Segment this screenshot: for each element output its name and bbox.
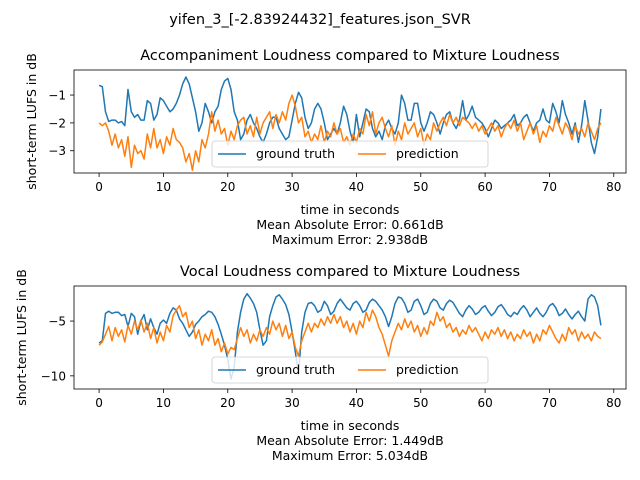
accompaniment-x-tick-label: 60: [477, 180, 492, 194]
vocal-chart-title: Vocal Loudness compared to Mixture Loudn…: [180, 264, 520, 280]
vocal-chart: Vocal Loudness compared to Mixture Loudn…: [14, 264, 627, 463]
vocal-x-tick-label: 20: [220, 396, 235, 410]
vocal-x-ticks: 0 10 20 30 40 50 60 70 80: [95, 389, 621, 410]
accompaniment-x-tick-label: 20: [220, 180, 235, 194]
vocal-x-tick-label: 70: [542, 396, 557, 410]
vocal-x-tick-label: 80: [606, 396, 621, 410]
vocal-plot-lines: [98, 292, 602, 380]
accompaniment-mae-text: Mean Absolute Error: 0.661dB: [256, 217, 443, 232]
accompaniment-chart-title: Accompaniment Loudness compared to Mixtu…: [140, 48, 559, 64]
accompaniment-max-error-text: Maximum Error: 2.938dB: [272, 232, 428, 247]
vocal-max-error-text: Maximum Error: 5.034dB: [272, 448, 428, 463]
accompaniment-legend-prediction-label: prediction: [396, 146, 459, 161]
vocal-axes-frame: [73, 285, 627, 390]
vocal-x-tick-label: 10: [156, 396, 171, 410]
vocal-mae-text: Mean Absolute Error: 1.449dB: [256, 433, 443, 448]
vocal-y-tick-label: −5: [48, 315, 66, 329]
accompaniment-y-ticks: −3 −2 −1: [48, 89, 74, 158]
accompaniment-x-tick-label: 0: [95, 180, 103, 194]
vocal-y-ticks: −10 −5: [41, 315, 74, 383]
vocal-x-tick-label: 40: [349, 396, 364, 410]
accompaniment-x-tick-label: 80: [606, 180, 621, 194]
accompaniment-y-tick-label: −3: [48, 144, 66, 158]
accompaniment-axes-frame: [73, 69, 627, 174]
accompaniment-x-tick-label: 10: [156, 180, 171, 194]
accompaniment-y-label: short-term LUFS in dB: [24, 53, 39, 190]
accompaniment-legend-ground-truth-label: ground truth: [256, 146, 335, 161]
accompaniment-chart: Accompaniment Loudness compared to Mixtu…: [24, 48, 627, 247]
accompaniment-y-tick-label: −1: [48, 89, 66, 103]
accompaniment-x-tick-label: 70: [542, 180, 557, 194]
vocal-series-prediction-line: [98, 304, 602, 357]
vocal-legend-prediction-label: prediction: [396, 362, 459, 377]
accompaniment-x-tick-label: 50: [413, 180, 428, 194]
vocal-x-tick-label: 30: [284, 396, 299, 410]
vocal-legend-box: [211, 356, 489, 384]
vocal-series-ground-truth-line: [98, 292, 602, 380]
accompaniment-x-tick-label: 40: [349, 180, 364, 194]
vocal-y-label: short-term LUFS in dB: [14, 269, 29, 406]
figure-suptitle: yifen_3_[-2.83924432]_features.json_SVR: [169, 12, 471, 28]
vocal-x-tick-label: 50: [413, 396, 428, 410]
vocal-x-tick-label: 60: [477, 396, 492, 410]
accompaniment-legend-box: [211, 140, 489, 168]
accompaniment-y-tick-label: −2: [48, 116, 66, 130]
accompaniment-series-ground-truth-line: [98, 76, 602, 155]
accompaniment-x-tick-label: 30: [284, 180, 299, 194]
vocal-x-tick-label: 0: [95, 396, 103, 410]
vocal-x-label: time in seconds: [301, 418, 400, 433]
vocal-legend-ground-truth-label: ground truth: [256, 362, 335, 377]
accompaniment-x-label: time in seconds: [301, 202, 400, 217]
accompaniment-x-ticks: 0 10 20 30 40 50 60 70 80: [95, 173, 621, 194]
vocal-y-tick-label: −10: [41, 369, 66, 383]
vocal-legend: ground truth prediction: [211, 356, 489, 384]
accompaniment-legend: ground truth prediction: [211, 140, 489, 168]
